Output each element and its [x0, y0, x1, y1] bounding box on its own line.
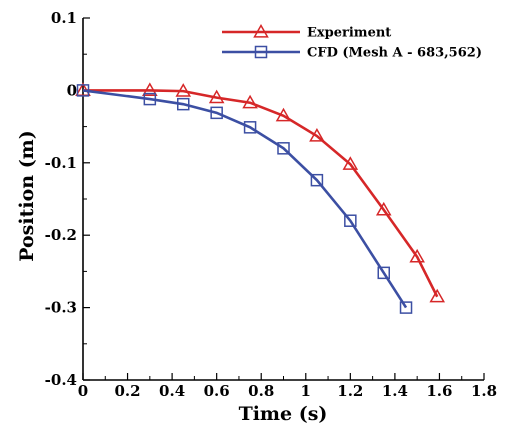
square-marker	[76, 84, 90, 97]
x-tick-label: 0.8	[248, 382, 274, 400]
legend-entry: Experiment	[222, 23, 391, 41]
square-marker	[243, 121, 257, 134]
triangle-marker	[253, 23, 269, 38]
x-tick-label: 1	[301, 382, 311, 400]
triangle-marker	[429, 288, 446, 303]
square-marker	[143, 92, 157, 106]
square-marker	[344, 214, 357, 227]
triangle-marker	[275, 107, 292, 122]
triangle-marker	[309, 128, 325, 142]
square-marker	[377, 266, 390, 280]
x-tick-label: 0.4	[159, 382, 185, 400]
x-axis-title: Time (s)	[239, 403, 328, 425]
triangle-marker	[342, 156, 359, 170]
legend: Experiment CFD (Mesh A - 683,562)	[222, 23, 482, 61]
legend-label: Experiment	[307, 26, 391, 41]
x-tick-label: 0.6	[204, 382, 230, 400]
triangle-marker	[409, 248, 425, 263]
y-tick-label: -0.3	[45, 299, 77, 317]
axis-ticks	[82, 17, 485, 381]
series-cfd	[76, 84, 413, 314]
axis-tick-labels: 0 0.2 0.4 0.6 0.8 1 1.2 1.4 1.6 1.8 -0.4 -0.3 -0.2 -0…	[45, 9, 497, 400]
x-tick-label: 1.8	[471, 382, 497, 400]
y-tick-label: -0.1	[45, 154, 77, 172]
x-tick-label: 1.2	[337, 382, 363, 400]
square-marker	[177, 97, 190, 111]
square-marker	[399, 301, 413, 314]
triangle-marker	[375, 201, 392, 216]
square-marker	[277, 142, 290, 155]
legend-label: CFD (Mesh A - 683,562)	[307, 46, 482, 61]
y-axis-title: Position (m)	[16, 130, 38, 262]
series-line	[82, 89, 408, 309]
triangle-marker	[175, 83, 192, 97]
square-marker	[254, 45, 268, 59]
plot-area	[82, 18, 484, 381]
triangle-marker	[142, 82, 158, 97]
y-tick-label: 0	[67, 81, 77, 99]
series-layer	[75, 82, 446, 314]
y-tick-label: 0.1	[51, 9, 77, 27]
x-tick-label: 0.2	[115, 382, 141, 400]
square-marker	[310, 173, 324, 187]
square-marker	[210, 106, 223, 120]
x-tick-label: 1.6	[426, 382, 452, 400]
y-tick-label: -0.4	[45, 371, 77, 389]
triangle-marker	[242, 94, 258, 109]
x-tick-label: 1.4	[382, 382, 408, 400]
triangle-marker	[208, 89, 225, 104]
series-line	[83, 89, 439, 298]
y-tick-label: -0.2	[45, 226, 77, 244]
x-tick-label: 0	[78, 382, 88, 400]
legend-entry: CFD (Mesh A - 683,562)	[222, 46, 482, 61]
